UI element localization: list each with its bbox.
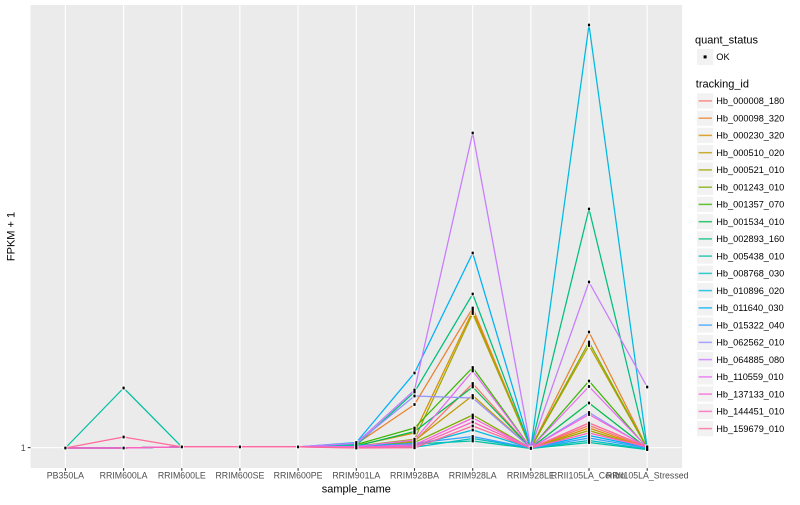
svg-text:RRIM928LA: RRIM928LA bbox=[449, 470, 497, 480]
svg-text:Hb_000230_320: Hb_000230_320 bbox=[716, 131, 784, 141]
svg-text:PB350LA: PB350LA bbox=[47, 470, 84, 480]
svg-text:Hb_015322_040: Hb_015322_040 bbox=[716, 320, 784, 330]
svg-text:tracking_id: tracking_id bbox=[696, 79, 749, 91]
svg-text:Hb_064885_080: Hb_064885_080 bbox=[716, 355, 784, 365]
svg-text:RRIM600PE: RRIM600PE bbox=[274, 470, 323, 480]
svg-text:FPKM + 1: FPKM + 1 bbox=[6, 212, 18, 261]
svg-text:1: 1 bbox=[21, 443, 26, 453]
svg-text:RRIM600LA: RRIM600LA bbox=[100, 470, 148, 480]
svg-text:RRIM600SE: RRIM600SE bbox=[215, 470, 264, 480]
svg-text:Hb_000510_020: Hb_000510_020 bbox=[716, 148, 784, 158]
svg-text:Hb_110559_010: Hb_110559_010 bbox=[716, 372, 783, 382]
svg-text:Hb_001534_010: Hb_001534_010 bbox=[716, 217, 784, 227]
svg-text:Hb_008768_030: Hb_008768_030 bbox=[716, 269, 784, 279]
svg-text:Hb_001243_010: Hb_001243_010 bbox=[716, 183, 784, 193]
svg-text:Hb_011640_030: Hb_011640_030 bbox=[716, 303, 783, 313]
svg-text:RRII105LA_Control: RRII105LA_Control bbox=[551, 470, 627, 480]
svg-text:quant_status: quant_status bbox=[695, 35, 758, 47]
svg-text:OK: OK bbox=[716, 52, 730, 62]
svg-text:Hb_005438_010: Hb_005438_010 bbox=[716, 251, 784, 261]
svg-text:Hb_001357_070: Hb_001357_070 bbox=[716, 200, 784, 210]
svg-text:RRIM928BA: RRIM928BA bbox=[390, 470, 439, 480]
svg-text:Hb_144451_010: Hb_144451_010 bbox=[716, 407, 784, 417]
svg-text:Hb_010896_020: Hb_010896_020 bbox=[716, 286, 784, 296]
svg-text:Hb_002893_160: Hb_002893_160 bbox=[716, 234, 784, 244]
svg-text:RRII105LA_Stressed: RRII105LA_Stressed bbox=[606, 470, 689, 480]
svg-text:RRIM901LA: RRIM901LA bbox=[332, 470, 380, 480]
svg-text:Hb_062562_010: Hb_062562_010 bbox=[716, 338, 784, 348]
svg-text:RRIM928LE: RRIM928LE bbox=[507, 470, 555, 480]
svg-text:Hb_159679_010: Hb_159679_010 bbox=[716, 424, 784, 434]
svg-text:sample_name: sample_name bbox=[322, 484, 391, 496]
svg-text:Hb_000008_180: Hb_000008_180 bbox=[716, 96, 784, 106]
svg-text:Hb_000098_320: Hb_000098_320 bbox=[716, 114, 784, 124]
svg-text:RRIM600LE: RRIM600LE bbox=[158, 470, 206, 480]
svg-text:Hb_000521_010: Hb_000521_010 bbox=[716, 165, 784, 175]
svg-text:Hb_137133_010: Hb_137133_010 bbox=[716, 389, 784, 399]
